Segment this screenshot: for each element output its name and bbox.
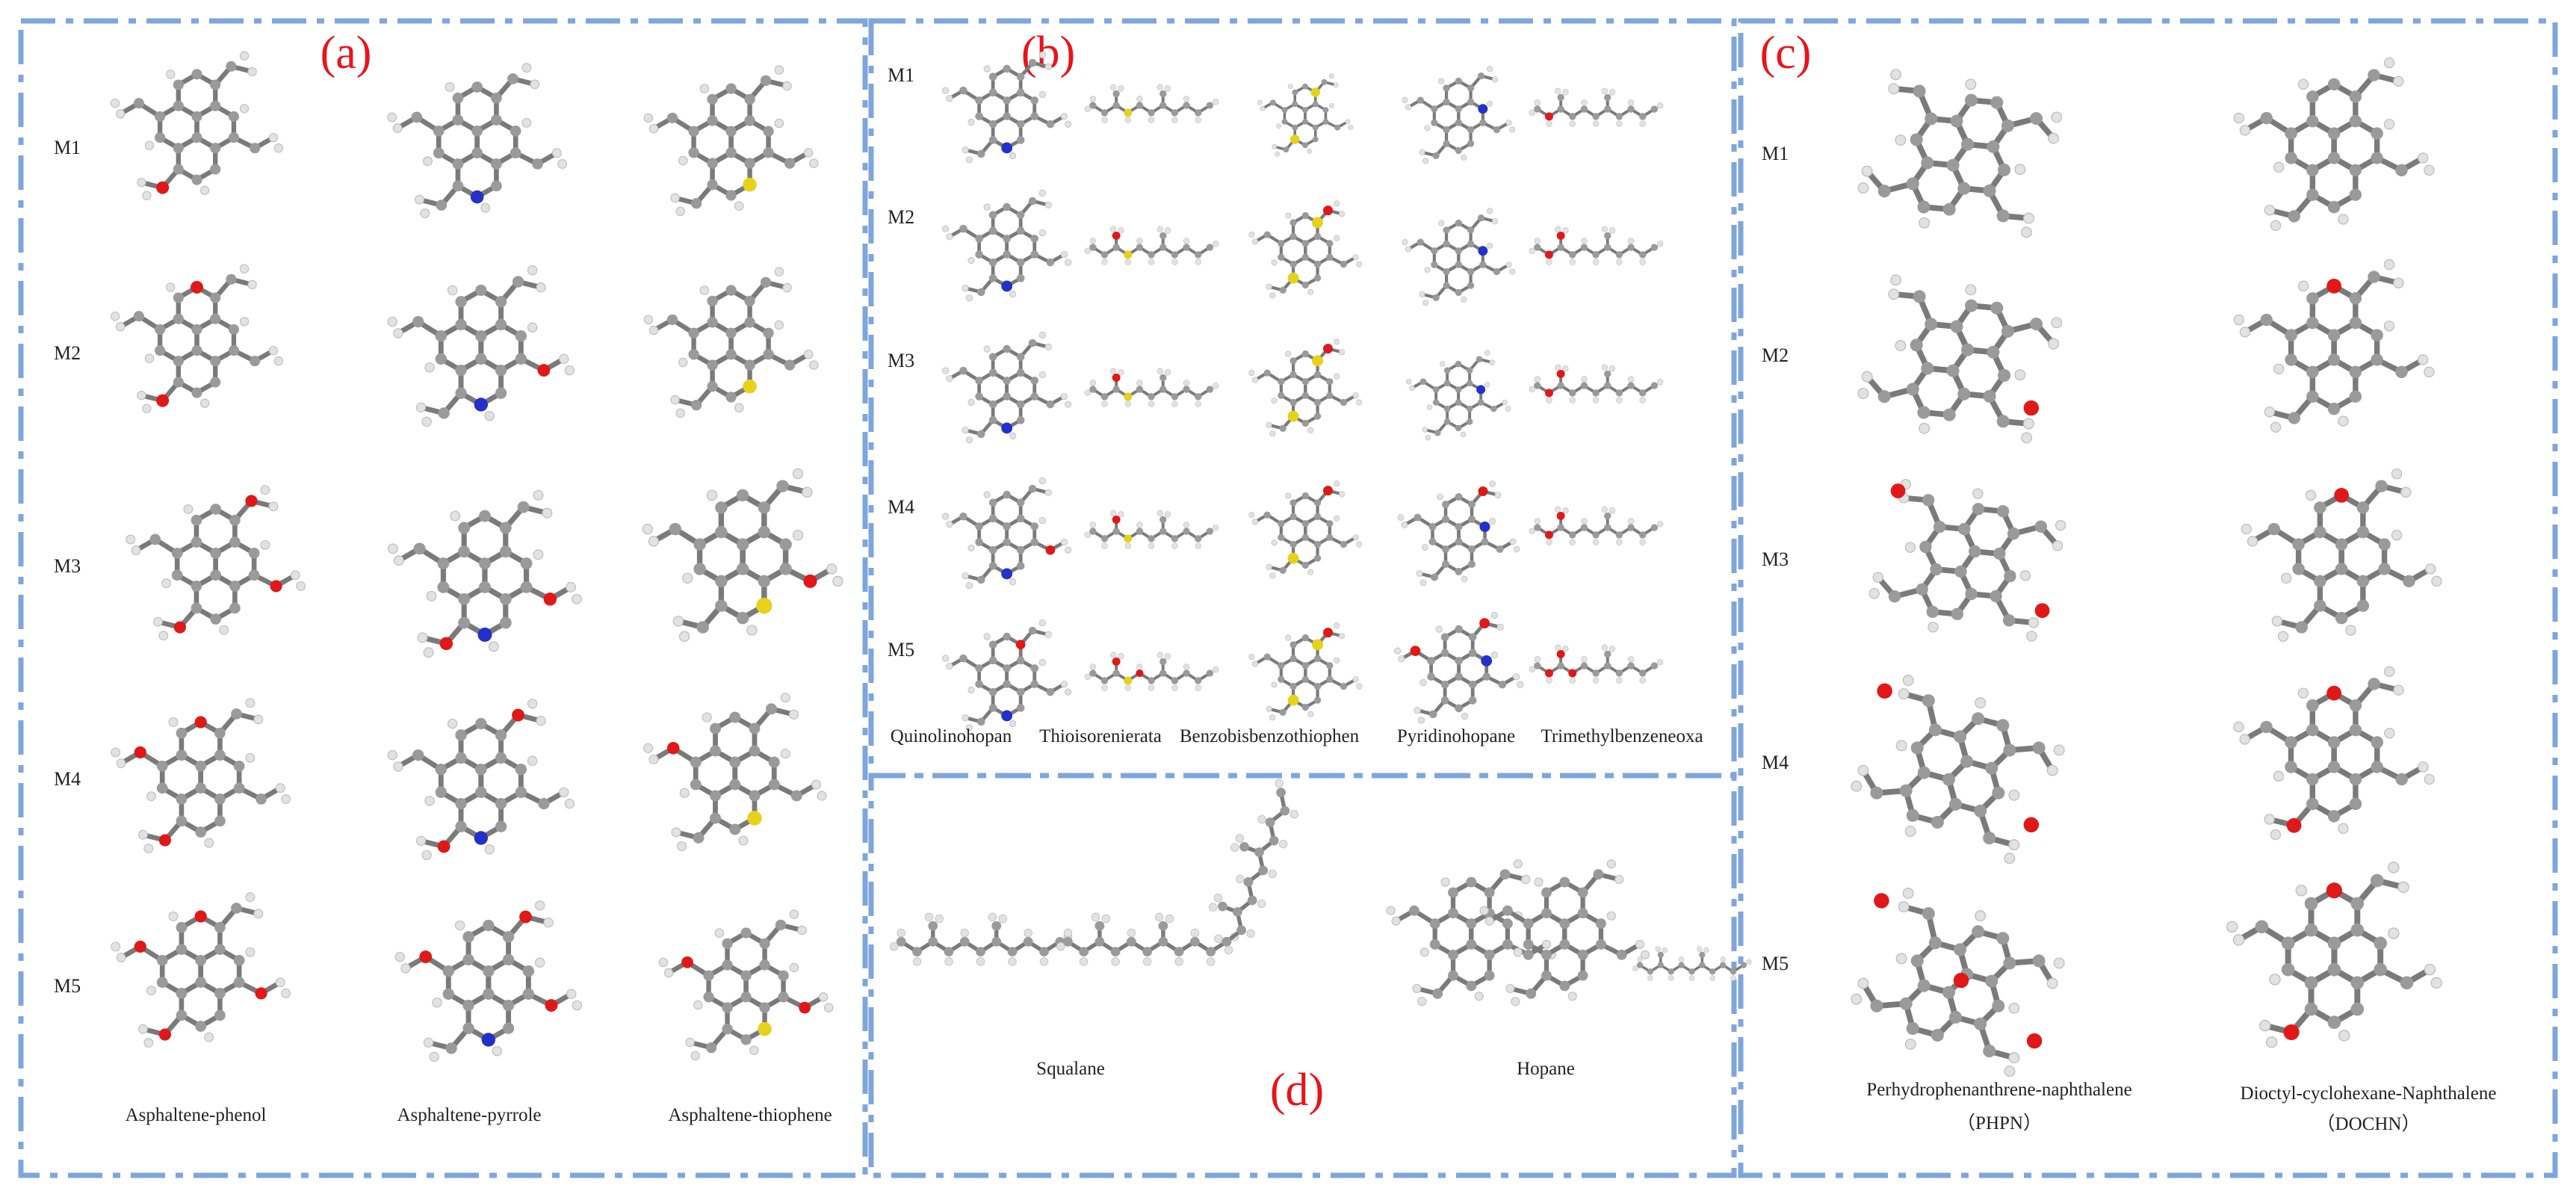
panel-a-row-m4: M4 [54, 768, 81, 790]
molecule-phpn-m5 [1853, 874, 2069, 1061]
molecule-asphaltene-thiophene-m3 [635, 471, 844, 643]
panel-b-row-m1: M1 [888, 64, 915, 86]
panel-a-label: (a) [320, 28, 372, 78]
molecule-pyridinohopane-m3 [1390, 348, 1524, 442]
panel-b-col-pyridinohopane: Pyridinohopane [1396, 726, 1516, 746]
panel-c-row-m2: M2 [1762, 344, 1789, 366]
molecule-asphaltene-phenol-m1 [105, 45, 284, 209]
molecule-thioisorenierata-m3 [1083, 340, 1222, 445]
molecule-asphaltene-thiophene-m5 [650, 912, 837, 1061]
molecule-quinolinohopan-m1 [938, 52, 1072, 164]
molecule-asphaltene-pyrrole-m3 [381, 478, 583, 672]
molecule-pyridinohopane-m5 [1390, 613, 1524, 725]
molecule-quinolinohopan-m4 [938, 478, 1072, 590]
panel-b-col-trimethylbenzeneoxa: Trimethylbenzeneoxa [1541, 726, 1703, 746]
panel-c-row-m5: M5 [1762, 953, 1789, 974]
molecule-asphaltene-pyrrole-m5 [388, 889, 583, 1076]
molecule-thioisorenierata-m4 [1083, 478, 1222, 590]
molecule-trimethylbenzeneoxa-m2 [1527, 198, 1666, 303]
molecule-benzobisbenzothiophen-m2 [1240, 202, 1367, 299]
panel-c-col-phpn-name: Perhydrophenanthrene-naphthalene [1866, 1080, 2132, 1100]
molecule-hopane [1360, 844, 1753, 1024]
panel-d-col-hopane: Hopane [1517, 1059, 1575, 1079]
molecule-phpn-m1 [1853, 52, 2069, 232]
molecule-benzobisbenzothiophen-m3 [1240, 340, 1367, 437]
panel-c-col-dochn-name: Dioctyl-cyclohexane-Naphthalene [2240, 1083, 2497, 1104]
molecule-asphaltene-thiophene-m2 [635, 269, 822, 418]
molecule-dochn-m2 [2226, 262, 2436, 433]
panel-c-col-dochn: Dioctyl-cyclohexane-Naphthalene （DOCHN） [2241, 1082, 2497, 1136]
panel-c-row-m3: M3 [1762, 548, 1789, 570]
molecule-quinolinohopan-m2 [938, 191, 1072, 303]
molecule-benzobisbenzothiophen-m1 [1240, 72, 1367, 158]
panel-a-row-m5: M5 [54, 975, 81, 997]
panel-a-row-m1: M1 [54, 137, 81, 158]
panel-c-row-m1: M1 [1762, 143, 1789, 164]
panel-b-row-m3: M3 [888, 350, 915, 371]
molecule-squalane [885, 844, 1266, 1031]
panel-d-label: (d) [1269, 1065, 1325, 1116]
molecule-asphaltene-pyrrole-m4 [381, 687, 575, 874]
molecule-benzobisbenzothiophen-m5 [1240, 624, 1367, 721]
molecule-pyridinohopane-m1 [1390, 67, 1524, 164]
molecule-phpn-m2 [1853, 254, 2069, 441]
molecule-dochn-m4 [2226, 665, 2436, 844]
molecule-trimethylbenzeneoxa-m1 [1527, 60, 1666, 164]
panel-c-label: (c) [1759, 28, 1812, 78]
panel-c-col-phpn: Perhydrophenanthrene-naphthalene （PHPN） [1866, 1078, 2131, 1136]
molecule-asphaltene-phenol-m5 [105, 882, 291, 1061]
molecule-trimethylbenzeneoxa-m4 [1527, 478, 1666, 583]
molecule-trimethylbenzeneoxa-m5 [1527, 613, 1666, 725]
panel-a-col-thiophene: Asphaltene-thiophene [668, 1105, 832, 1125]
molecule-thioisorenierata-m5 [1083, 620, 1222, 732]
panel-c-row-m4: M4 [1762, 752, 1789, 773]
panel-c-col-dochn-abbr: （DOCHN） [2316, 1113, 2421, 1134]
panel-c-col-phpn-abbr: （PHPN） [1957, 1113, 2042, 1133]
molecule-phpn-m3 [1860, 463, 2077, 635]
panel-b-col-thioisorenierata: Thioisorenierata [1039, 726, 1162, 746]
molecule-quinolinohopan-m5 [938, 620, 1072, 732]
molecule-asphaltene-thiophene-m1 [635, 67, 822, 217]
panel-b-col-quinolinohopan: Quinolinohopan [890, 726, 1012, 746]
molecule-asphaltene-phenol-m2 [105, 254, 284, 426]
panel-a-row-m2: M2 [54, 342, 81, 364]
molecule-pyridinohopane-m4 [1390, 482, 1524, 587]
panel-b-row-m2: M2 [888, 206, 915, 228]
panel-b-col-benzobisbenzothiophen: Benzobisbenzothiophen [1179, 726, 1360, 746]
molecule-dochn-m5 [2219, 859, 2443, 1054]
molecule-asphaltene-pyrrole-m2 [381, 254, 575, 441]
panel-d-col-squalane: Squalane [1036, 1059, 1105, 1079]
panel-a-row-m3: M3 [54, 555, 81, 577]
molecule-trimethylbenzeneoxa-m3 [1527, 336, 1666, 441]
molecule-thioisorenierata-m1 [1083, 60, 1222, 157]
molecule-thioisorenierata-m2 [1083, 194, 1222, 306]
molecule-pyridinohopane-m2 [1390, 209, 1524, 306]
molecule-quinolinohopan-m3 [938, 333, 1072, 445]
molecule-asphaltene-phenol-m4 [105, 687, 291, 867]
panel-a-col-phenol: Asphaltene-phenol [125, 1105, 267, 1125]
panel-b-row-m4: M4 [888, 496, 915, 518]
molecule-asphaltene-thiophene-m4 [635, 695, 829, 852]
molecule-asphaltene-phenol-m3 [120, 478, 306, 650]
panel-a-col-pyrrole: Asphaltene-pyrrole [397, 1105, 542, 1125]
molecule-dochn-m3 [2226, 471, 2450, 643]
molecule-benzobisbenzothiophen-m4 [1240, 482, 1367, 579]
molecule-asphaltene-pyrrole-m1 [381, 52, 568, 232]
molecule-phpn-m4 [1853, 665, 2069, 844]
panel-b-row-m5: M5 [888, 639, 915, 661]
molecule-dochn-m1 [2226, 60, 2436, 232]
